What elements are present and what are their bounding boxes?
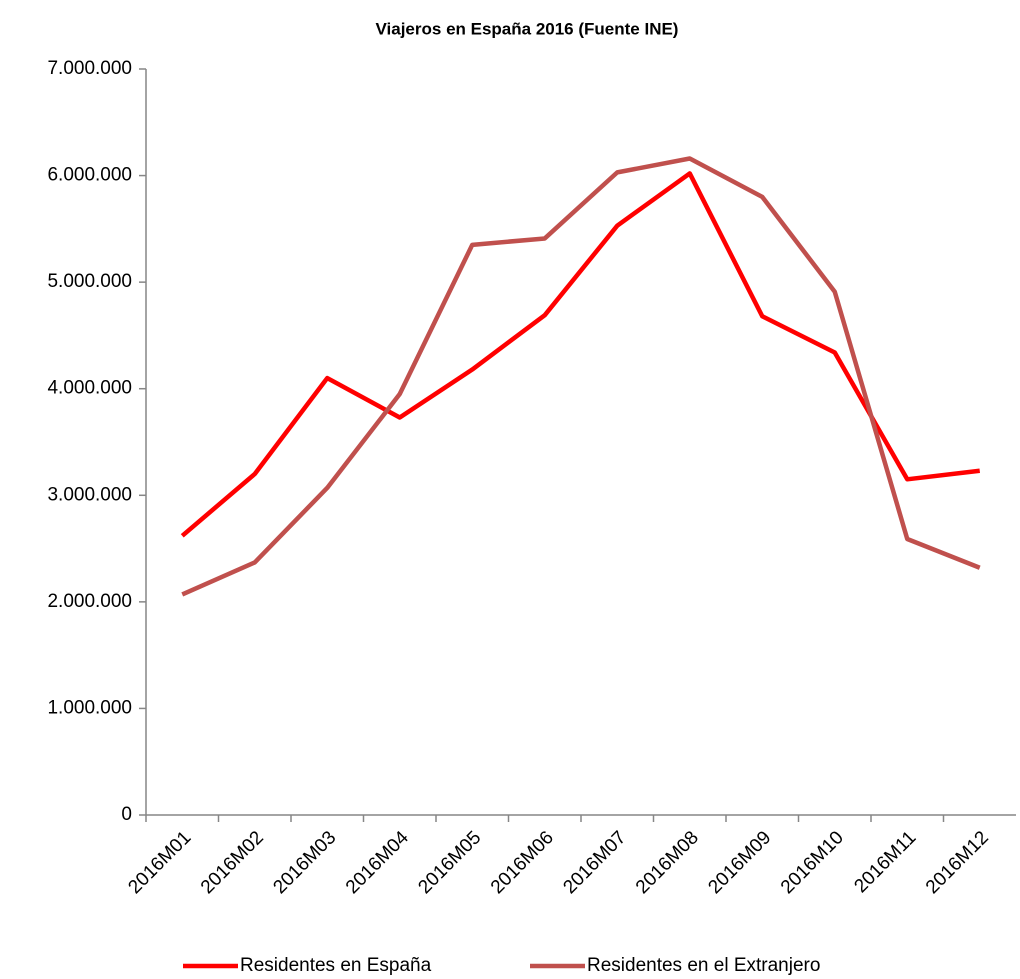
y-tick-label: 7.000.000 (47, 58, 132, 79)
y-tick-label: 5.000.000 (47, 271, 132, 292)
y-tick-label: 6.000.000 (47, 165, 132, 186)
y-tick-label: 2.000.000 (47, 591, 132, 612)
legend-label: Residentes en España (240, 955, 432, 976)
x-tick-label: 2016M05 (414, 827, 485, 898)
series-line (181, 156, 981, 597)
x-tick-label: 2016M12 (922, 827, 993, 898)
x-tick-label: 2016M08 (632, 827, 703, 898)
x-tick-label: 2016M02 (197, 827, 268, 898)
series-line (180, 171, 981, 538)
y-tick-label: 4.000.000 (47, 378, 132, 399)
chart-title: Viajeros en España 2016 (Fuente INE) (376, 19, 679, 38)
x-tick-label: 2016M03 (269, 827, 340, 898)
x-tick-label: 2016M06 (487, 827, 558, 898)
x-tick-label: 2016M10 (777, 827, 848, 898)
x-tick-label: 2016M07 (559, 827, 630, 898)
y-tick-label: 0 (121, 804, 132, 825)
legend-label: Residentes en el Extranjero (587, 955, 820, 976)
y-tick-label: 3.000.000 (47, 484, 132, 505)
x-tick-label: 2016M01 (124, 827, 195, 898)
x-tick-label: 2016M09 (704, 827, 775, 898)
x-tick-label: 2016M04 (342, 827, 413, 898)
x-tick-label: 2016M11 (850, 827, 920, 897)
y-tick-label: 1.000.000 (47, 697, 132, 718)
